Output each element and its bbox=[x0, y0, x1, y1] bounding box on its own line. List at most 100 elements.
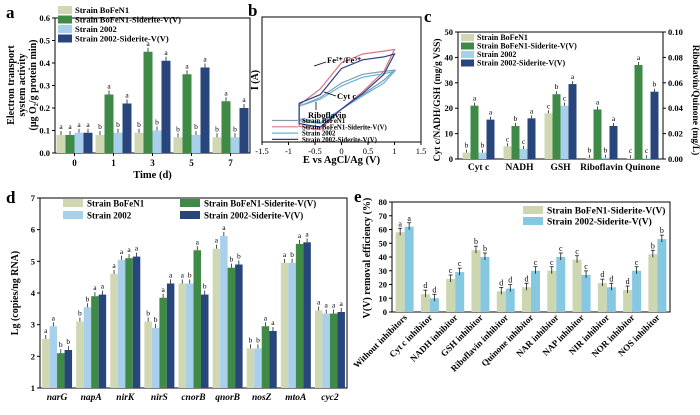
panel-e-bar bbox=[657, 239, 667, 312]
panel-d-letter: a bbox=[161, 285, 165, 294]
panel-d-letter: b bbox=[66, 337, 70, 346]
panel-c-bar bbox=[601, 157, 610, 159]
panel-c-bar bbox=[519, 148, 528, 159]
panel-b-x-tick-label: -1 bbox=[285, 146, 292, 156]
panel-e-letter: b bbox=[483, 244, 487, 253]
panel-a-letter: b bbox=[116, 120, 120, 129]
panel-c-legend-label: Strain BoFeN1-Siderite-V(V) bbox=[477, 42, 577, 51]
panel-c-letter: b bbox=[555, 82, 559, 91]
panel-e-letter: c bbox=[584, 262, 588, 271]
panel-c-letter: b bbox=[514, 114, 518, 123]
panel-c-y-right-tick-label: 0.02 bbox=[668, 129, 683, 139]
panel-e-bar bbox=[547, 270, 557, 312]
panel-d-bar bbox=[303, 242, 311, 388]
panel-e-bar bbox=[480, 257, 490, 312]
panel-c-x-tick-label: GSH bbox=[550, 163, 571, 173]
panel-a-bar bbox=[182, 74, 192, 153]
panel-a-bar bbox=[212, 137, 222, 153]
panel-d-legend-label: Strain 2002 bbox=[87, 211, 132, 221]
panel-e-letter: a bbox=[398, 219, 402, 228]
panel-d-letter: b bbox=[249, 335, 253, 344]
panel-c-y-right-tick-label: 0.04 bbox=[668, 103, 684, 113]
panel-d-bar bbox=[193, 250, 201, 388]
panel-b-x-tick-label: 1 bbox=[392, 146, 396, 156]
panel-e-bar bbox=[471, 250, 481, 312]
panel-b-x-tick-label: 1.5 bbox=[416, 146, 427, 156]
panel-b-legend-label: Strain 2002 bbox=[302, 131, 336, 138]
panel-label-e: e bbox=[354, 187, 362, 206]
panel-label-d: d bbox=[6, 188, 16, 207]
panel-c-letter: c bbox=[506, 134, 510, 143]
panel-c-x-tick-label: Cyt c bbox=[468, 163, 489, 173]
panel-d-letter: b bbox=[203, 282, 207, 291]
panel-d-y-tick-label: 4 bbox=[31, 288, 36, 298]
panel-c-letter: c bbox=[629, 146, 633, 155]
panel-d-x-tick-label: cnorB bbox=[181, 393, 205, 403]
panel-a-y-tick-label: 0.1 bbox=[39, 126, 50, 136]
panel-e-y-tick-label: 20 bbox=[379, 280, 388, 290]
panel-d-bar bbox=[269, 331, 277, 388]
panel-a-letter: b bbox=[233, 124, 237, 133]
panel-d-bar bbox=[83, 307, 92, 388]
panel-a-bar bbox=[239, 108, 249, 153]
panel-a-y-tick-label: 0.2 bbox=[39, 103, 50, 113]
panel-c-letter: a bbox=[612, 114, 616, 123]
panel-a-y-tick-label: 0.6 bbox=[39, 13, 50, 23]
panel-d-bar bbox=[42, 338, 50, 388]
panel-c-y-right-tick-label: 0.10 bbox=[668, 27, 683, 37]
panel-d-letter: a bbox=[181, 271, 185, 280]
panel-c-bar bbox=[626, 158, 635, 159]
panel-b-x-title: E vs AgCl/Ag (V) bbox=[303, 155, 381, 166]
panel-a-y-title: Electron transport bbox=[6, 45, 17, 125]
panel-b-legend-label: Strain BoFeN1 bbox=[302, 118, 346, 125]
panel-b-cv-curve bbox=[298, 69, 397, 125]
panel-c-bar bbox=[568, 84, 577, 159]
panel-a-bar bbox=[191, 135, 201, 153]
panel-c-letter: c bbox=[547, 101, 551, 110]
panel-d-bar bbox=[159, 297, 167, 388]
panel-c-letter: b bbox=[465, 141, 469, 150]
panel-c-y-left-tick-label: 0 bbox=[449, 154, 453, 164]
panel-a-bar bbox=[230, 137, 240, 153]
panel-d-bar bbox=[322, 313, 330, 388]
panel-c-x-tick-label: Riboflavin bbox=[580, 163, 623, 173]
panel-d-bar bbox=[288, 262, 296, 388]
panel-c-x-tick-label: NADH bbox=[506, 163, 535, 173]
panel-a-letter: b bbox=[155, 118, 159, 127]
panel-c-bar bbox=[527, 118, 536, 159]
panel-a-legend-label: Strain BoFeN1 bbox=[75, 5, 129, 15]
panel-a-y-tick-label: 0.5 bbox=[39, 36, 50, 46]
panel-e-y-tick-label: 70 bbox=[379, 211, 388, 221]
panel-e-bar bbox=[632, 270, 642, 312]
panel-b-arrow-cytc bbox=[323, 91, 337, 97]
panel-d-letter: b bbox=[78, 309, 82, 318]
panel-c-letter: c bbox=[522, 137, 526, 146]
panel-d-letter: a bbox=[215, 236, 219, 245]
panel-c-legend-swatch bbox=[461, 34, 474, 41]
panel-d-legend-label: Strain 2002-Siderite-V(V) bbox=[204, 211, 303, 221]
panel-d-bar bbox=[261, 326, 270, 388]
panel-d-x-tick-label: narG bbox=[47, 393, 68, 403]
panel-d-legend-label: Strain BoFeN1-Siderite-V(V) bbox=[204, 199, 316, 209]
panel-e-bar bbox=[395, 232, 405, 312]
panel-a-x-title: Time (d) bbox=[133, 170, 172, 181]
panel-b-annotation-fe: Fe²⁺/Fe³⁺ bbox=[327, 55, 362, 65]
panel-e-bar bbox=[522, 287, 531, 312]
panel-d-letter: a bbox=[305, 229, 309, 238]
panel-d-legend-label: Strain BoFeN1 bbox=[87, 199, 145, 209]
panel-e-y-title: V(V) removal efficiency (%) bbox=[362, 198, 373, 319]
panel-d-y-tick-label: 2 bbox=[31, 351, 35, 361]
panel-c-letter: a bbox=[596, 97, 600, 106]
panel-d-letter: a bbox=[332, 301, 336, 310]
panel-d-letter: a bbox=[317, 297, 321, 306]
panel-a-bar bbox=[74, 132, 84, 153]
panel-c-letter: a bbox=[571, 72, 575, 81]
panel-a-bar bbox=[56, 135, 66, 153]
panel-d-bar bbox=[166, 283, 175, 388]
panel-d-bar bbox=[329, 313, 338, 388]
panel-d-letter: a bbox=[340, 299, 344, 308]
panel-e-letter: c bbox=[458, 259, 462, 268]
panel-c-legend-swatch bbox=[461, 42, 474, 50]
panel-d-bar bbox=[254, 348, 262, 388]
panel-c-y-right-tick-label: 0.06 bbox=[668, 78, 683, 88]
